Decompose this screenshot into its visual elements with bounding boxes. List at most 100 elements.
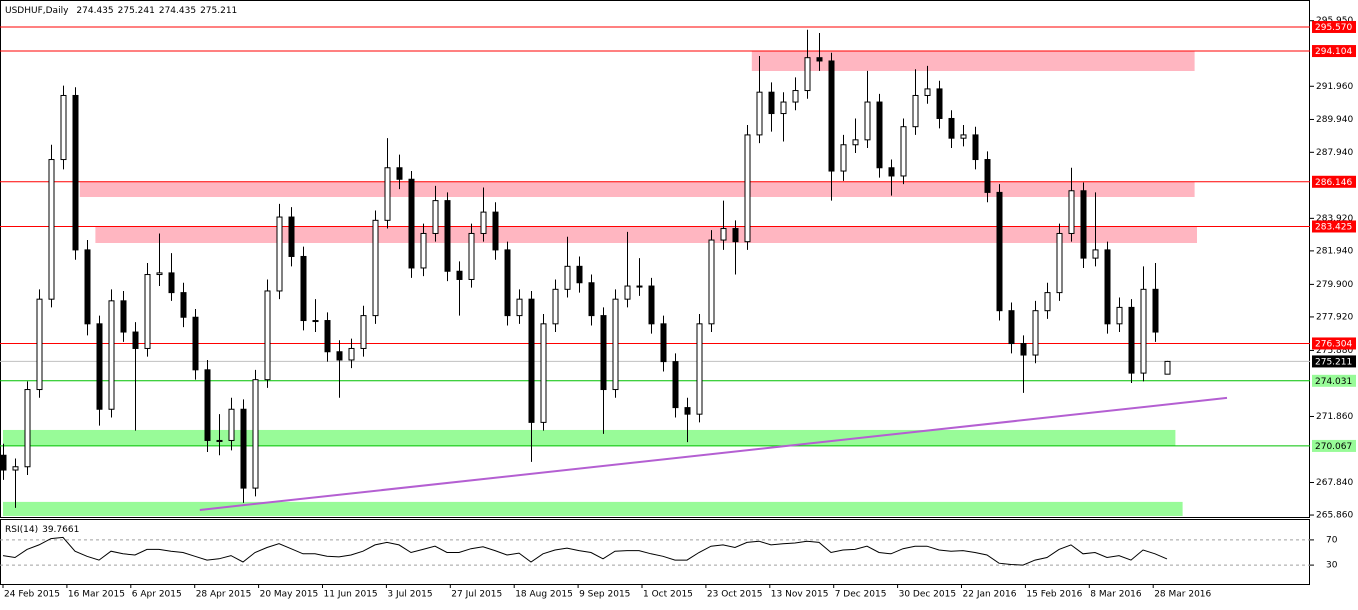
candle-body (276, 216, 283, 292)
level-label: 286.146 (1315, 178, 1352, 188)
quote-value: 275.241 (118, 6, 155, 16)
x-tick-label: 15 Feb 2016 (1026, 590, 1082, 600)
candle-body (516, 298, 523, 317)
candle-body (180, 292, 187, 318)
candle-body (420, 232, 427, 269)
candle-body (324, 320, 331, 353)
candle-body (336, 351, 343, 361)
candle-body (60, 94, 67, 161)
candle-body (1140, 288, 1147, 374)
candle-body (576, 265, 583, 284)
candle-body (396, 167, 403, 180)
candle-body (192, 316, 199, 371)
rsi-line (2, 536, 1168, 566)
candle-body (348, 347, 355, 361)
level-label-box (1312, 355, 1356, 368)
candle-body (888, 167, 895, 177)
level-label: 294.104 (1315, 47, 1352, 57)
candle-body (768, 91, 775, 115)
candle-body (792, 90, 799, 103)
candle-body (96, 323, 103, 410)
x-tick-label: 20 May 2015 (260, 590, 319, 600)
candle-body (168, 272, 175, 294)
candle-body (24, 389, 31, 468)
y-tick-label: 265.860 (1316, 511, 1353, 521)
candle-body (744, 134, 751, 243)
rsi-label: RSI(14) 39.7661 (5, 525, 79, 535)
candle-body (408, 178, 415, 269)
level-label-box (1312, 374, 1356, 387)
candle-body (1116, 306, 1123, 325)
rsi-name: RSI(14) (5, 525, 38, 535)
candle-body (600, 315, 607, 391)
candle-body (996, 191, 1003, 312)
quote-value: 274.435 (159, 6, 196, 16)
x-tick-label: 13 Nov 2015 (771, 590, 829, 600)
rsi-tick-label: 30 (1326, 561, 1338, 571)
candle-body (492, 211, 499, 251)
y-tick-label: 271.860 (1316, 412, 1353, 422)
candle-body (852, 139, 859, 146)
candle-body (528, 298, 535, 423)
candle-body (984, 159, 991, 193)
candle-body (228, 408, 235, 441)
y-tick-label: 277.920 (1316, 312, 1353, 322)
candle-body (540, 323, 547, 423)
level-label-box (1312, 439, 1356, 452)
candle-body (780, 101, 787, 115)
y-tick-label: 287.940 (1316, 148, 1353, 158)
candle-body (684, 407, 691, 415)
level-label-box (1312, 220, 1356, 233)
candle-body (828, 60, 835, 172)
y-tick-label: 291.960 (1316, 82, 1353, 92)
candle-body (900, 126, 907, 177)
candle-body (588, 282, 595, 317)
candle-body (1092, 249, 1099, 259)
candle-body (672, 361, 679, 409)
x-tick-label: 16 Mar 2015 (68, 590, 125, 600)
candle-body (204, 369, 211, 441)
x-tick-label: 9 Sep 2015 (579, 590, 630, 600)
candle-body (960, 134, 967, 139)
candle-body (84, 249, 91, 325)
candle-body (1044, 292, 1051, 312)
x-tick-label: 3 Jul 2015 (387, 590, 432, 600)
x-tick-label: 6 Apr 2015 (132, 590, 182, 600)
candle-body (624, 285, 631, 300)
candle-body (720, 228, 727, 241)
candle-body (732, 228, 739, 243)
candle-body (456, 270, 463, 280)
candle-body (288, 216, 295, 257)
level-label: 283.425 (1315, 222, 1352, 232)
candle-body (468, 232, 475, 280)
x-tick-label: 7 Dec 2015 (835, 590, 887, 600)
candle-body (480, 211, 487, 234)
candle-body (216, 439, 223, 442)
x-tick-label: 8 Mar 2016 (1090, 590, 1142, 600)
candle-body (120, 300, 127, 333)
candle-body (144, 274, 151, 349)
candle-body (1152, 288, 1159, 333)
rsi-tick-label: 70 (1326, 535, 1338, 545)
symbol: USDHUF,Daily (5, 6, 69, 16)
x-tick-label: 24 Feb 2015 (4, 590, 60, 600)
candle-body (708, 239, 715, 325)
x-tick-label: 28 Apr 2015 (196, 590, 252, 600)
candle-body (948, 117, 955, 139)
candle-body (648, 285, 655, 325)
y-tick-label: 275.880 (1316, 346, 1353, 356)
candle-body (1020, 343, 1027, 356)
candle-body (1080, 190, 1087, 259)
candle-body (156, 272, 163, 276)
x-tick-label: 11 Jun 2015 (324, 590, 378, 600)
candle-body (72, 94, 79, 251)
candle-body (372, 219, 379, 317)
x-tick-label: 23 Oct 2015 (707, 590, 763, 600)
candle-body (36, 298, 43, 391)
candle-body (924, 88, 931, 96)
candle-body (972, 134, 979, 161)
candle-body (840, 144, 847, 172)
candle-body (1128, 306, 1135, 374)
x-tick-label: 30 Dec 2015 (899, 590, 957, 600)
trend-line (199, 396, 1228, 511)
